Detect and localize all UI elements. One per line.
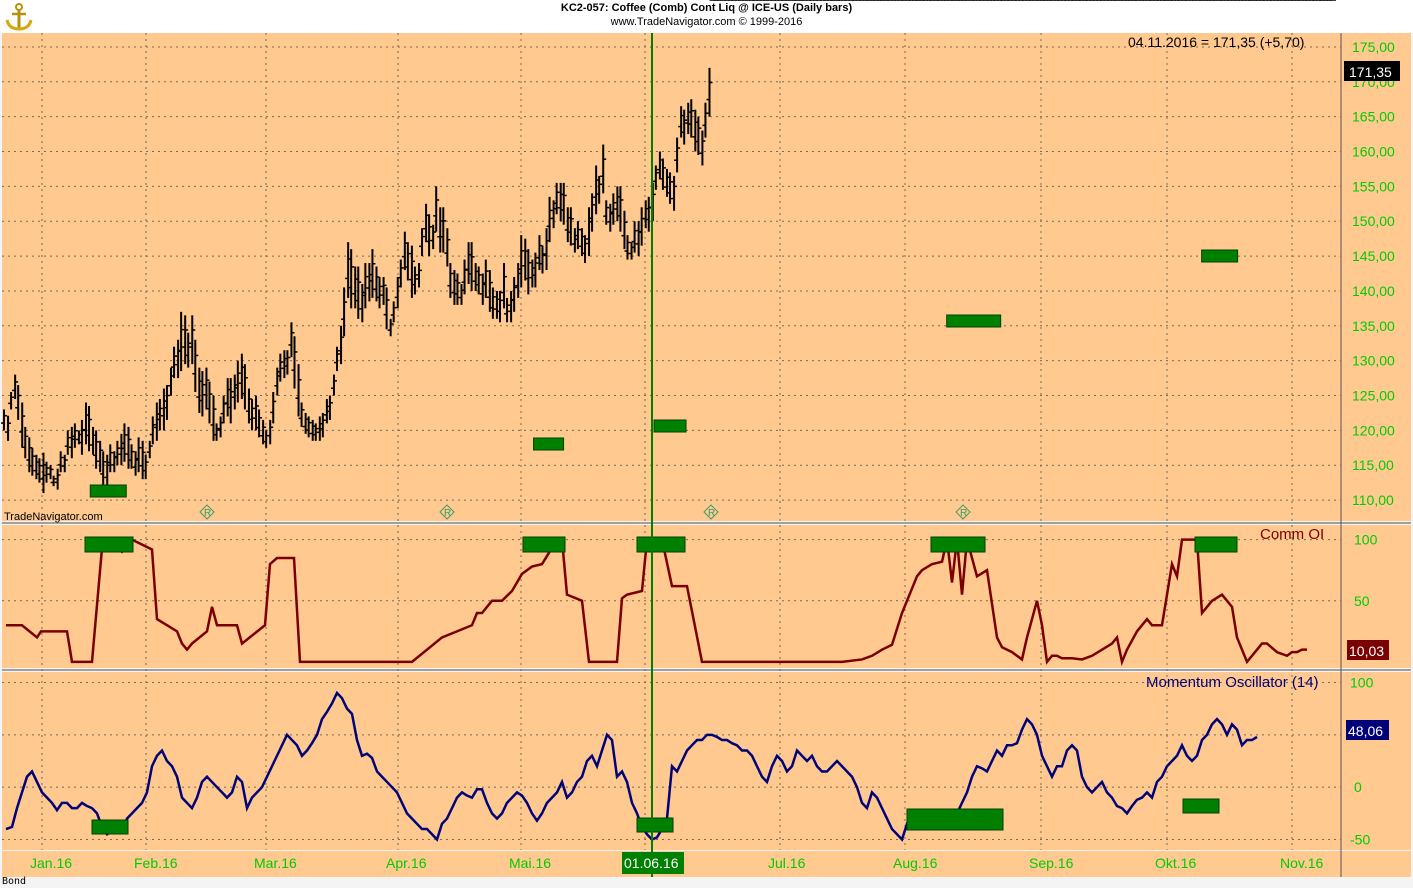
momentum-y-tick-label: 0	[1354, 779, 1362, 795]
chart-subtitle: www.TradeNavigator.com © 1999-2016	[610, 16, 803, 28]
price-y-tick-label: 110,00	[1352, 492, 1394, 508]
chart-title: KC2-057: Coffee (Comb) Cont Liq @ ICE-US…	[560, 2, 853, 14]
comm-oi-line	[6, 538, 1307, 667]
event-marker-label: R	[960, 508, 967, 519]
x-axis-tick-label: Feb.16	[134, 855, 178, 871]
event-marker-icon	[703, 504, 719, 520]
x-axis-tick-label: Mai.16	[509, 855, 551, 871]
watermark: TradeNavigator.com	[4, 511, 103, 523]
momentum-y-tick-label: -50	[1350, 832, 1370, 848]
event-marker-icon	[199, 504, 215, 520]
x-axis-background	[2, 851, 1411, 877]
event-marker-label: R	[708, 508, 715, 519]
x-axis-tick-label: Sep.16	[1029, 855, 1074, 871]
momentum-signal-marker	[906, 808, 1004, 831]
x-axis-tick-label: Jul.16	[768, 855, 806, 871]
cursor-date-box	[622, 852, 684, 874]
momentum-panel-background	[2, 672, 1411, 850]
x-axis-tick-label: Okt.16	[1155, 855, 1196, 871]
momentum-signal-marker	[1182, 798, 1220, 814]
price-y-tick-label: 140,00	[1352, 283, 1395, 299]
comm-oi-signal-marker	[522, 536, 566, 553]
price-y-tick-label: 160,00	[1352, 144, 1395, 160]
price-status-text: 04.11.2016 = 171,35 (+5,70)	[1128, 34, 1304, 50]
x-axis-tick-label: Mar.16	[254, 855, 297, 871]
comm-oi-signal-marker	[1194, 536, 1238, 553]
comm-oi-title: Comm OI	[1260, 526, 1324, 543]
price-panel-background	[2, 33, 1411, 521]
price-y-tick-label: 175,00	[1352, 39, 1395, 55]
event-marker-icon	[439, 504, 455, 520]
comm-oi-last-value: 10,03	[1349, 643, 1384, 659]
momentum-last-value: 48,06	[1348, 723, 1383, 739]
price-y-tick-label: 130,00	[1352, 353, 1395, 369]
cursor-date-label: 01.06.16	[624, 855, 679, 871]
momentum-signal-marker	[636, 817, 674, 833]
x-axis-tick-label: Nov.16	[1280, 855, 1324, 871]
price-signal-marker	[89, 484, 127, 498]
momentum-line	[5, 690, 1258, 842]
price-signal-marker	[533, 437, 565, 451]
momentum-signal-marker	[91, 819, 129, 835]
price-y-tick-label: 155,00	[1352, 178, 1395, 194]
momentum-y-tick-label: 100	[1350, 674, 1374, 690]
price-y-tick-label: 165,00	[1352, 109, 1395, 125]
momentum-last-value-box	[1346, 720, 1389, 740]
price-signal-marker	[1201, 249, 1239, 263]
comm-oi-signal-marker	[84, 536, 134, 553]
comm-oi-y-tick-label: 100	[1354, 532, 1378, 548]
footer-label: Bond	[2, 876, 27, 887]
event-marker-icon	[955, 504, 971, 520]
price-y-tick-label: 135,00	[1352, 318, 1395, 334]
event-marker-label: R	[204, 508, 211, 519]
x-axis-tick-label: Aug.16	[893, 855, 938, 871]
price-y-tick-label: 145,00	[1352, 248, 1395, 264]
price-y-tick-label: 125,00	[1352, 388, 1395, 404]
price-y-tick-label: 150,00	[1352, 213, 1395, 229]
price-y-tick-label: 115,00	[1352, 457, 1394, 473]
comm-oi-y-tick-label: 50	[1354, 593, 1370, 609]
price-signal-marker	[946, 314, 1002, 328]
momentum-title: Momentum Oscillator (14)	[1146, 674, 1319, 691]
price-last-value-box	[1344, 61, 1400, 81]
comm-oi-panel-background	[2, 525, 1411, 668]
comm-oi-signal-marker	[636, 536, 686, 553]
event-marker-label: R	[444, 508, 451, 519]
x-axis-tick-label: Jan.16	[30, 855, 72, 871]
chart-header: KC2-057: Coffee (Comb) Cont Liq @ ICE-US…	[0, 0, 1413, 33]
price-last-value: 171,35	[1349, 64, 1392, 80]
comm-oi-last-value-box	[1347, 640, 1389, 660]
price-signal-marker	[653, 419, 687, 433]
comm-oi-signal-marker	[930, 536, 986, 553]
price-y-tick-label: 120,00	[1352, 422, 1395, 438]
anchor-logo-icon	[5, 3, 33, 31]
x-axis-tick-label: Apr.16	[386, 855, 427, 871]
